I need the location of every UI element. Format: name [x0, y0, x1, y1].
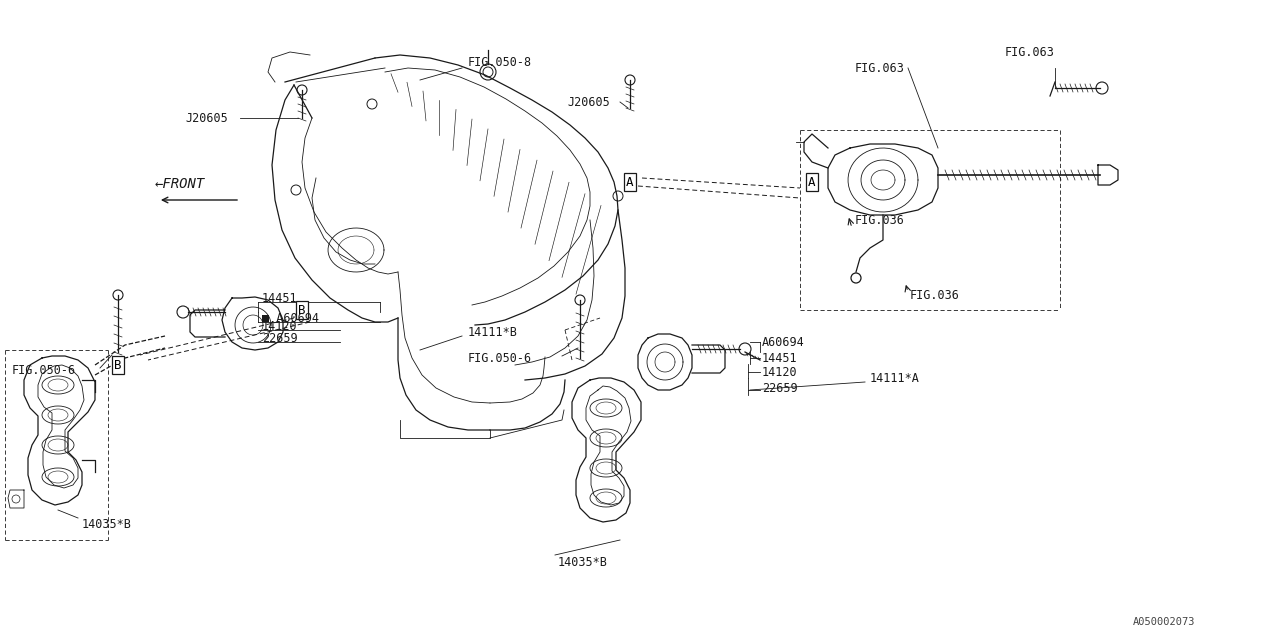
Text: FIG.050-6: FIG.050-6 — [12, 364, 76, 376]
Text: B: B — [298, 303, 306, 317]
Text: 22659: 22659 — [262, 332, 298, 344]
Text: FIG.063: FIG.063 — [855, 61, 905, 74]
Text: A050002073: A050002073 — [1133, 617, 1196, 627]
Text: B: B — [114, 358, 122, 371]
Text: 22659: 22659 — [762, 381, 797, 394]
Text: 14035*B: 14035*B — [558, 556, 608, 568]
Text: FIG.050-6: FIG.050-6 — [468, 351, 532, 365]
Text: A: A — [626, 175, 634, 189]
Text: A60694: A60694 — [762, 335, 805, 349]
Text: 14120: 14120 — [762, 365, 797, 378]
Text: ■ A60694: ■ A60694 — [262, 312, 319, 324]
Text: J20605: J20605 — [567, 95, 609, 109]
Text: 14451: 14451 — [262, 291, 298, 305]
Text: A: A — [808, 175, 815, 189]
Text: J20605: J20605 — [186, 111, 228, 125]
Text: FIG.063: FIG.063 — [1005, 45, 1055, 58]
Text: 14035*B: 14035*B — [82, 518, 132, 531]
Text: FIG.036: FIG.036 — [910, 289, 960, 301]
Text: 14451: 14451 — [762, 351, 797, 365]
Text: 14111*A: 14111*A — [870, 371, 920, 385]
Text: 14111*B: 14111*B — [468, 326, 518, 339]
Text: ←FRONT: ←FRONT — [155, 177, 205, 191]
Text: 14120: 14120 — [262, 319, 298, 333]
Text: FIG.036: FIG.036 — [855, 214, 905, 227]
Text: FIG.050-8: FIG.050-8 — [468, 56, 532, 68]
